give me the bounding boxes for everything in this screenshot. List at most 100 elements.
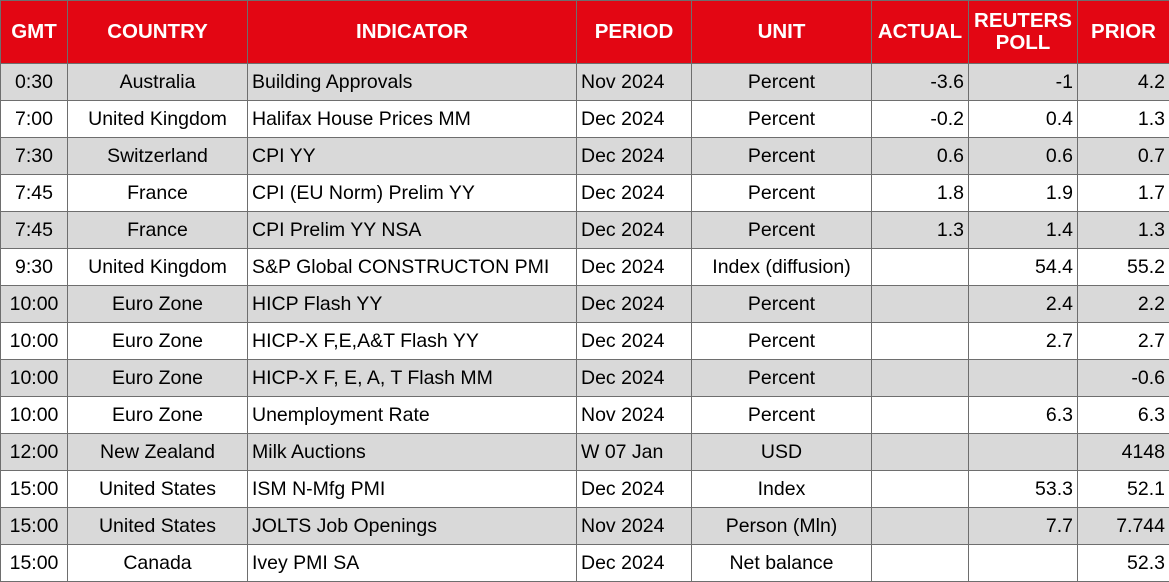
cell-unit: Percent [692,397,872,434]
header-prior: PRIOR [1078,1,1169,64]
cell-gmt: 15:00 [1,471,68,508]
cell-gmt: 7:00 [1,101,68,138]
cell-unit: Index (diffusion) [692,249,872,286]
cell-actual [872,545,969,582]
cell-country: United Kingdom [68,101,248,138]
cell-reuters-poll [969,434,1078,471]
cell-period: Dec 2024 [577,360,692,397]
header-actual: ACTUAL [872,1,969,64]
cell-unit: Percent [692,64,872,101]
cell-unit: Percent [692,175,872,212]
cell-country: Australia [68,64,248,101]
cell-period: Dec 2024 [577,286,692,323]
cell-prior: 2.7 [1078,323,1169,360]
cell-indicator: JOLTS Job Openings [248,508,577,545]
cell-prior: 1.3 [1078,101,1169,138]
cell-indicator: HICP Flash YY [248,286,577,323]
cell-actual [872,434,969,471]
cell-period: Dec 2024 [577,212,692,249]
cell-gmt: 15:00 [1,545,68,582]
cell-prior: 4.2 [1078,64,1169,101]
cell-reuters-poll: 0.6 [969,138,1078,175]
cell-gmt: 7:30 [1,138,68,175]
cell-country: United States [68,471,248,508]
cell-unit: Net balance [692,545,872,582]
cell-period: Dec 2024 [577,175,692,212]
cell-actual [872,471,969,508]
cell-indicator: Unemployment Rate [248,397,577,434]
cell-reuters-poll [969,360,1078,397]
cell-actual [872,323,969,360]
cell-country: Euro Zone [68,286,248,323]
cell-reuters-poll: -1 [969,64,1078,101]
cell-actual [872,508,969,545]
cell-country: New Zealand [68,434,248,471]
cell-reuters-poll: 7.7 [969,508,1078,545]
cell-reuters-poll: 2.7 [969,323,1078,360]
cell-reuters-poll: 53.3 [969,471,1078,508]
cell-prior: -0.6 [1078,360,1169,397]
cell-period: Dec 2024 [577,545,692,582]
cell-period: Dec 2024 [577,138,692,175]
cell-reuters-poll: 1.9 [969,175,1078,212]
cell-country: Euro Zone [68,323,248,360]
cell-unit: Index [692,471,872,508]
cell-unit: Percent [692,323,872,360]
cell-actual: -3.6 [872,64,969,101]
cell-prior: 52.1 [1078,471,1169,508]
cell-prior: 1.3 [1078,212,1169,249]
cell-period: W 07 Jan [577,434,692,471]
table-header: GMT COUNTRY INDICATOR PERIOD UNIT ACTUAL… [1,1,1169,64]
header-country: COUNTRY [68,1,248,64]
header-unit: UNIT [692,1,872,64]
cell-indicator: Ivey PMI SA [248,545,577,582]
cell-indicator: CPI (EU Norm) Prelim YY [248,175,577,212]
cell-actual: 1.8 [872,175,969,212]
cell-prior: 6.3 [1078,397,1169,434]
cell-gmt: 7:45 [1,175,68,212]
cell-indicator: CPI Prelim YY NSA [248,212,577,249]
cell-prior: 1.7 [1078,175,1169,212]
cell-reuters-poll: 1.4 [969,212,1078,249]
header-reuters-poll-line1: REUTERS [971,10,1075,32]
cell-prior: 4148 [1078,434,1169,471]
cell-period: Dec 2024 [577,101,692,138]
cell-reuters-poll: 0.4 [969,101,1078,138]
header-indicator: INDICATOR [248,1,577,64]
cell-unit: USD [692,434,872,471]
cell-country: Canada [68,545,248,582]
cell-period: Nov 2024 [577,508,692,545]
cell-gmt: 15:00 [1,508,68,545]
cell-period: Dec 2024 [577,249,692,286]
cell-country: United Kingdom [68,249,248,286]
cell-country: United States [68,508,248,545]
header-gmt: GMT [1,1,68,64]
header-reuters-poll: REUTERS POLL [969,1,1078,64]
cell-gmt: 10:00 [1,397,68,434]
cell-reuters-poll: 54.4 [969,249,1078,286]
cell-indicator: Milk Auctions [248,434,577,471]
cell-gmt: 10:00 [1,286,68,323]
cell-actual [872,397,969,434]
cell-period: Nov 2024 [577,397,692,434]
cell-gmt: 7:45 [1,212,68,249]
cell-indicator: Building Approvals [248,64,577,101]
cell-actual: -0.2 [872,101,969,138]
cell-gmt: 9:30 [1,249,68,286]
cell-gmt: 12:00 [1,434,68,471]
cell-country: Euro Zone [68,360,248,397]
cell-country: France [68,175,248,212]
cell-reuters-poll: 6.3 [969,397,1078,434]
cell-prior: 55.2 [1078,249,1169,286]
cell-unit: Percent [692,138,872,175]
